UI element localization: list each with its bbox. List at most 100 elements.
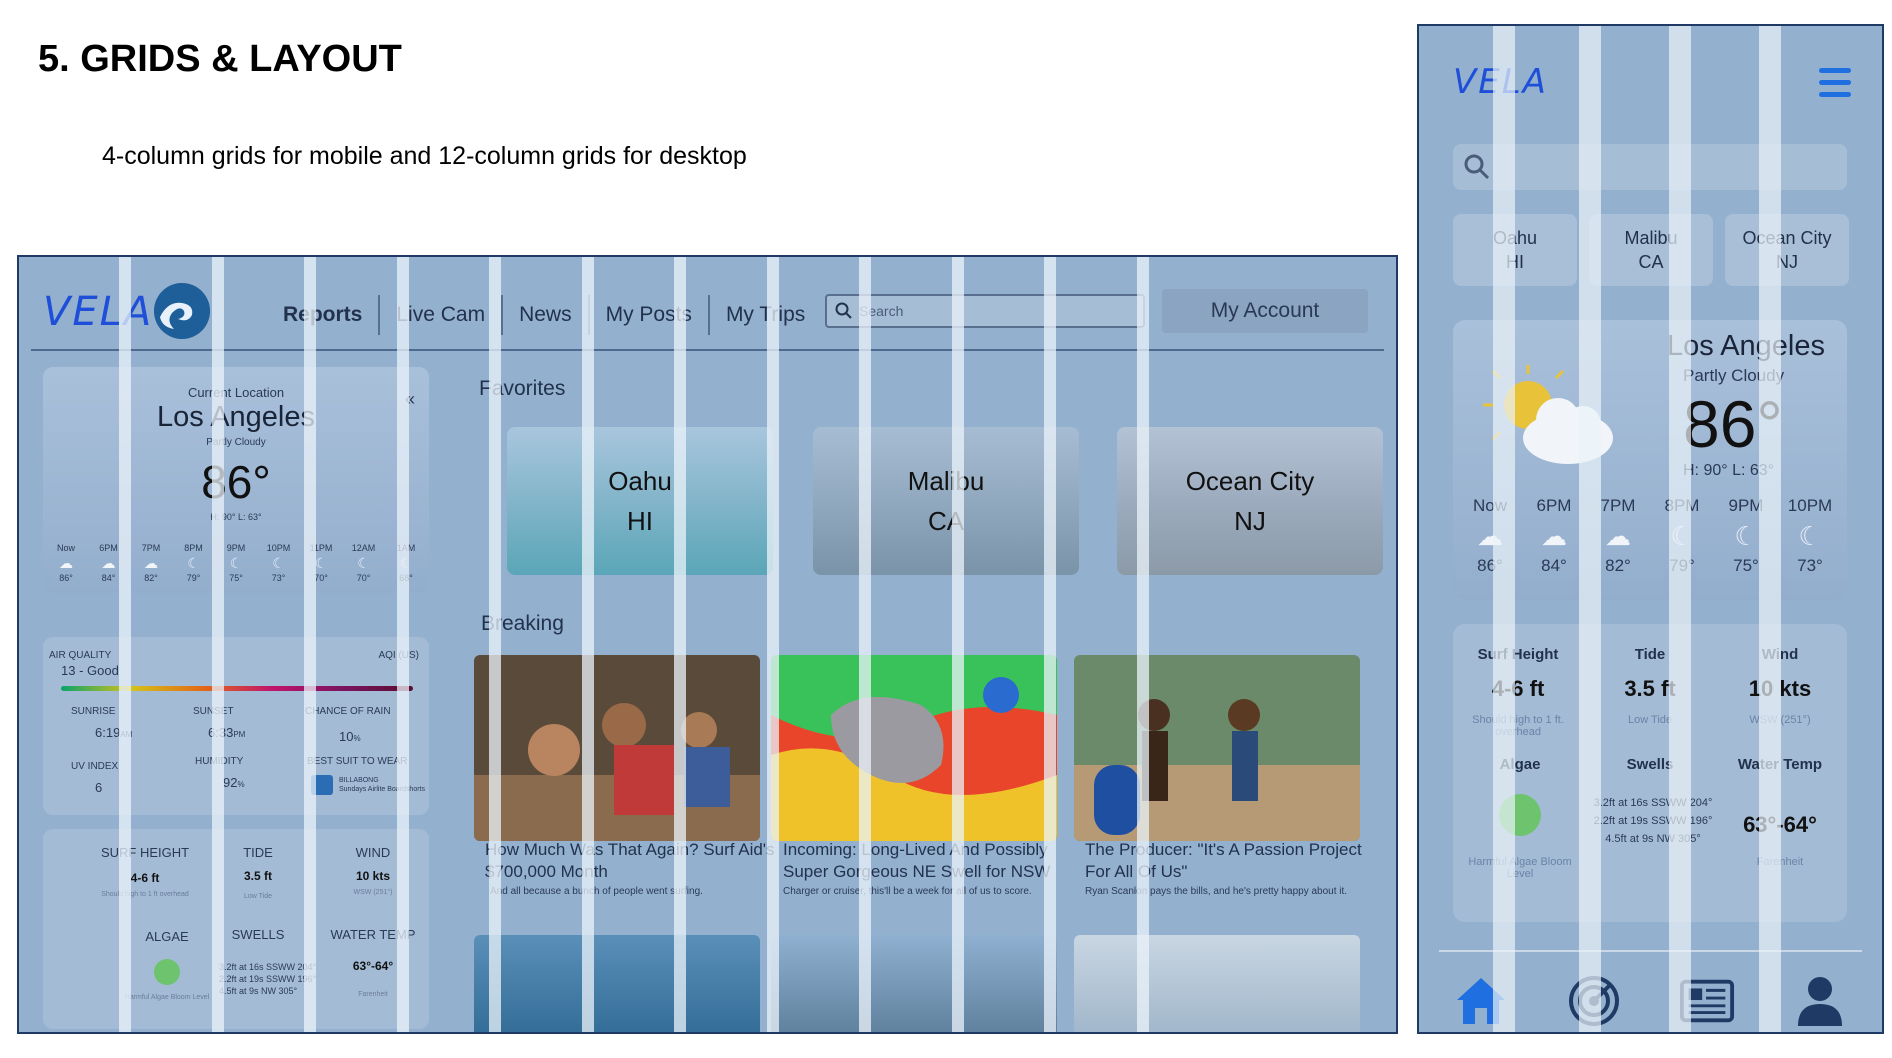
mobile-swells-label: Swells (1626, 756, 1674, 773)
page-title: 5. GRIDS & LAYOUT (38, 38, 402, 80)
current-location-label: Current Location (187, 385, 285, 400)
my-account-button[interactable]: My Account (1162, 289, 1368, 333)
favorite-card-malibu[interactable]: Malibu CA (813, 427, 1079, 575)
story-title-1[interactable]: How Much Was That Again? Surf Aid's $700… (485, 840, 775, 881)
nav-my-trips[interactable]: My Trips (725, 303, 806, 326)
wave-logo-icon (154, 283, 210, 339)
surf-card: SURF HEIGHT 4-6 ft Should high to 1 ft o… (43, 829, 429, 1029)
sun-cloud-icon: ☁ (1541, 521, 1567, 551)
hour-item: 11PM ☾ 70° (306, 543, 336, 583)
mobile-swells-list: 3.2ft at 16s SSWW 204° 2.2ft at 19s SSWW… (1593, 797, 1713, 845)
weather-card: Current Location « Los Angeles Partly Cl… (43, 367, 429, 593)
hour-temp: 70° (314, 573, 328, 583)
water-temp-label: WATER TEMP (330, 927, 416, 942)
mobile-favorite-ocean-city[interactable]: Ocean City NJ (1725, 214, 1849, 286)
hour-temp: 82° (144, 573, 158, 583)
hour-temp: 84° (101, 573, 116, 583)
collapse-chevron-icon[interactable]: « (404, 389, 415, 409)
hour-item: Now ☁ 86° (51, 543, 81, 583)
algae-label: ALGAE (145, 929, 189, 944)
nav-my-posts[interactable]: My Posts (590, 295, 710, 335)
rain-value: 10% (339, 729, 361, 744)
hour-time: 7PM (141, 543, 161, 553)
grid-column (1579, 26, 1601, 1032)
story-image-1[interactable] (474, 655, 760, 841)
sun-cloud-icon: ☁ (59, 555, 73, 571)
hamburger-menu-icon[interactable] (1819, 64, 1851, 100)
grid-column (489, 257, 501, 1032)
hour-temp: 73° (271, 573, 286, 583)
desktop-frame: VELA Reports Live Cam News My Posts My T… (17, 255, 1398, 1034)
mobile-condition: Partly Cloudy (1683, 366, 1785, 385)
sun-cloud-icon: ☁ (144, 555, 158, 571)
story-title-3[interactable]: The Producer: "It's A Passion Project Fo… (1085, 840, 1362, 881)
hour-temp: 75° (1733, 556, 1759, 575)
page-subtitle: 4-column grids for mobile and 12-column … (102, 142, 747, 170)
hour-temp: 82° (1605, 556, 1631, 575)
moon-icon: ☾ (272, 555, 285, 571)
hour-time: 12AM (351, 543, 376, 553)
hour-temp: 84° (1541, 556, 1567, 575)
grid-column (1759, 26, 1781, 1032)
hourly-forecast: Now ☁ 86° 6PM ☁ 84° 7PM ☁ 82° 8PM ☾ 79° 9PM ☾ 75° 10PM ☾… (51, 543, 421, 583)
nav-live-cam[interactable]: Live Cam (380, 295, 504, 335)
hour-item: 8PM ☾ 79° (179, 543, 209, 583)
water-temp-value: 63°-64° (352, 959, 394, 973)
hour-time: 9PM (1728, 496, 1764, 515)
grid-column (119, 257, 131, 1032)
algae-indicator (154, 959, 180, 985)
search-input[interactable]: Search (825, 294, 1145, 328)
grid-column (674, 257, 686, 1032)
mobile-tide-label: Tide (1634, 646, 1666, 663)
favorite-card-ocean-city[interactable]: Ocean City NJ (1117, 427, 1383, 575)
moon-icon: ☾ (357, 555, 370, 571)
hour-time: 6PM (1536, 496, 1572, 515)
hour-item: 6PM ☁ 84° (1523, 496, 1585, 576)
story-image-5[interactable] (771, 935, 1057, 1032)
hour-time: 10PM (266, 543, 291, 553)
mobile-search-input[interactable] (1453, 144, 1847, 190)
nav-news[interactable]: News (503, 295, 590, 335)
hour-item: 9PM ☾ 75° (1715, 496, 1777, 576)
mobile-high-low: H: 90° L: 63° (1683, 462, 1775, 479)
story-image-6[interactable] (1074, 935, 1360, 1032)
favorite-card-oahu[interactable]: Oahu HI (507, 427, 773, 575)
air-quality-card: AIR QUALITY 13 - Good AQI (US) SUNRISE 6… (43, 637, 429, 815)
mobile-favorite-malibu[interactable]: Malibu CA (1589, 214, 1713, 286)
profile-icon[interactable] (1792, 974, 1848, 1028)
story-image-3[interactable] (1074, 655, 1360, 841)
hour-item: 10PM ☾ 73° (1779, 496, 1841, 576)
aq-label: AIR QUALITY (49, 650, 112, 661)
wind-label: WIND (355, 845, 391, 860)
hour-time: 8PM (184, 543, 203, 553)
grid-column (951, 257, 964, 1032)
grid-column (211, 257, 224, 1032)
mobile-tide-note: Low Tide (1627, 714, 1673, 726)
grid-column (1044, 257, 1056, 1032)
story-image-4[interactable] (474, 935, 760, 1032)
vela-logo[interactable]: VELA (43, 289, 154, 335)
story-title-2[interactable]: Incoming: Long-Lived And Possibly Super … (783, 840, 1051, 881)
hour-time: 9PM (226, 543, 246, 553)
nav-reports[interactable]: Reports (267, 295, 381, 335)
condition: Partly Cloudy (206, 437, 266, 448)
hour-item: 7PM ☁ 82° (1587, 496, 1649, 576)
grid-column (396, 257, 409, 1032)
grid-column (304, 257, 316, 1032)
grid-column (766, 257, 779, 1032)
grid-column (859, 257, 871, 1032)
surf-height-note: Should high to 1 ft overhead (101, 891, 189, 898)
sun-cloud-icon: ☁ (1605, 521, 1631, 551)
hour-item: 7PM ☁ 82° (136, 543, 166, 583)
swells-label: SWELLS (231, 927, 285, 942)
suit-label: BEST SUIT TO WEAR (307, 756, 408, 767)
bottom-nav-divider (1439, 950, 1862, 952)
story-image-2[interactable] (771, 655, 1057, 841)
mobile-algae-label: Algae (1499, 756, 1541, 773)
current-temp: 86° (201, 456, 271, 508)
rain-label: CHANCE OF RAIN (305, 706, 391, 717)
hour-time: 10PM (1787, 496, 1833, 515)
suit-name: BILLABONG Sundays Airlite Boardshorts (339, 777, 425, 793)
